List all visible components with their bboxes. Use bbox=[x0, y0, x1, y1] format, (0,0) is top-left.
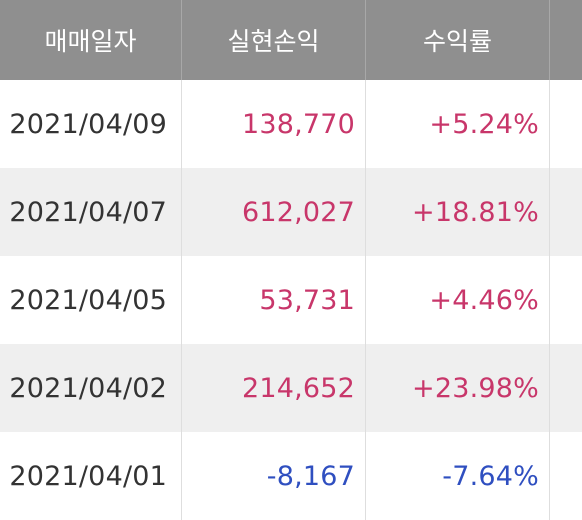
realized-pnl-cell: 53,731 bbox=[182, 256, 366, 344]
realized-pnl-cell: 214,652 bbox=[182, 344, 366, 432]
table-body: 2021/04/09 138,770 +5.24% 2021/04/07 612… bbox=[0, 80, 582, 520]
header-extra-column bbox=[550, 0, 582, 80]
extra-cell bbox=[550, 168, 582, 256]
table-row[interactable]: 2021/04/05 53,731 +4.46% bbox=[0, 256, 582, 344]
extra-cell bbox=[550, 256, 582, 344]
trade-date-cell: 2021/04/01 bbox=[0, 432, 182, 520]
extra-cell bbox=[550, 80, 582, 168]
return-rate-cell: -7.64% bbox=[366, 432, 550, 520]
realized-pnl-cell: 138,770 bbox=[182, 80, 366, 168]
return-rate-cell: +4.46% bbox=[366, 256, 550, 344]
trade-date-cell: 2021/04/07 bbox=[0, 168, 182, 256]
return-rate-cell: +5.24% bbox=[366, 80, 550, 168]
return-rate-cell: +23.98% bbox=[366, 344, 550, 432]
trade-date-cell: 2021/04/09 bbox=[0, 80, 182, 168]
extra-cell bbox=[550, 432, 582, 520]
header-trade-date[interactable]: 매매일자 bbox=[0, 0, 182, 80]
table-row[interactable]: 2021/04/09 138,770 +5.24% bbox=[0, 80, 582, 168]
table-row[interactable]: 2021/04/01 -8,167 -7.64% bbox=[0, 432, 582, 520]
realized-pnl-cell: -8,167 bbox=[182, 432, 366, 520]
trade-date-cell: 2021/04/02 bbox=[0, 344, 182, 432]
return-rate-cell: +18.81% bbox=[366, 168, 550, 256]
extra-cell bbox=[550, 344, 582, 432]
table-header: 매매일자 실현손익 수익률 bbox=[0, 0, 582, 80]
realized-pnl-cell: 612,027 bbox=[182, 168, 366, 256]
header-realized-pnl[interactable]: 실현손익 bbox=[182, 0, 366, 80]
header-return-rate[interactable]: 수익률 bbox=[366, 0, 550, 80]
table-row[interactable]: 2021/04/07 612,027 +18.81% bbox=[0, 168, 582, 256]
table-row[interactable]: 2021/04/02 214,652 +23.98% bbox=[0, 344, 582, 432]
trade-date-cell: 2021/04/05 bbox=[0, 256, 182, 344]
